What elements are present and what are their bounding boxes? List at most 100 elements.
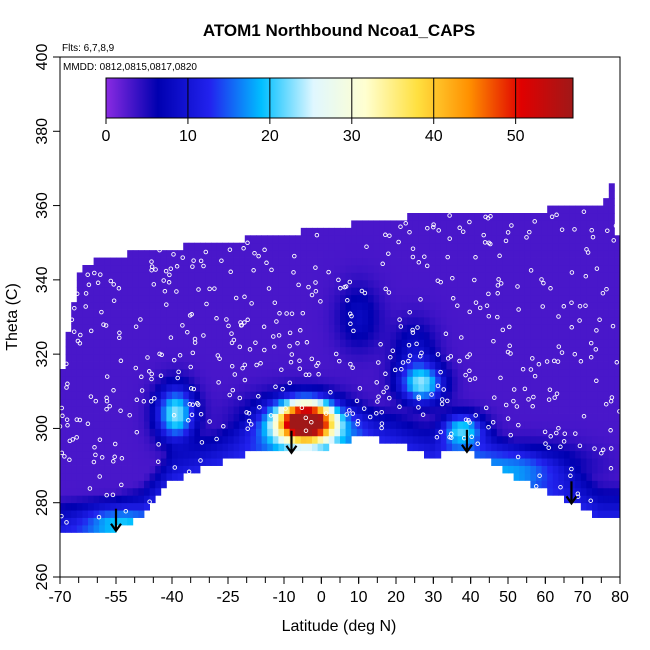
heatmap-cell	[284, 309, 290, 318]
heatmap-cell	[71, 525, 78, 533]
heatmap-cell	[362, 294, 369, 303]
heatmap-cell	[200, 354, 206, 362]
heatmap-cell	[160, 369, 167, 377]
sample-point	[375, 399, 380, 404]
heatmap-cell	[177, 443, 184, 452]
heatmap-cell	[183, 250, 190, 258]
heatmap-cell	[132, 250, 139, 258]
heatmap-cell	[597, 413, 604, 422]
heatmap-cell	[379, 220, 386, 229]
heatmap-cell	[485, 339, 492, 348]
heatmap-cell	[373, 227, 380, 236]
heatmap-cell	[368, 227, 374, 236]
heatmap-cell	[474, 421, 481, 429]
heatmap-cell	[401, 398, 408, 407]
heatmap-cell	[166, 369, 173, 377]
heatmap-cell	[508, 272, 514, 281]
heatmap-cell	[586, 279, 593, 288]
heatmap-cell	[155, 324, 162, 333]
heatmap-cell	[110, 517, 117, 526]
sample-point	[245, 317, 250, 323]
heatmap-cell	[373, 257, 380, 266]
heatmap-cell	[575, 369, 582, 377]
heatmap-cell	[580, 257, 587, 266]
heatmap-cell	[457, 383, 464, 392]
sample-point	[450, 296, 456, 301]
heatmap-cell	[524, 465, 531, 474]
heatmap-cell	[272, 250, 279, 258]
heatmap-cell	[407, 435, 414, 444]
heatmap-cell	[446, 272, 453, 281]
heatmap-cell	[508, 220, 514, 229]
heatmap-cell	[194, 309, 201, 318]
sample-point	[313, 288, 319, 294]
sample-point	[516, 422, 521, 428]
heatmap-cell	[586, 227, 593, 236]
heatmap-cell	[110, 302, 117, 310]
heatmap-cell	[524, 458, 531, 466]
heatmap-cell	[211, 369, 218, 377]
heatmap-cell	[160, 302, 167, 310]
heatmap-cell	[110, 421, 117, 429]
heatmap-cell	[530, 339, 537, 348]
heatmap-cell	[513, 257, 520, 266]
heatmap-cell	[289, 376, 296, 385]
sample-point	[315, 360, 321, 366]
heatmap-cell	[407, 421, 414, 429]
heatmap-cell	[407, 242, 414, 251]
heatmap-cell	[317, 428, 324, 437]
heatmap-cell	[569, 398, 576, 407]
heatmap-cell	[508, 391, 514, 400]
heatmap-cell	[88, 406, 94, 414]
heatmap-cell	[88, 502, 94, 511]
heatmap-cell	[530, 346, 537, 355]
heatmap-cell	[284, 339, 290, 348]
heatmap-cell	[284, 272, 290, 281]
heatmap-cell	[524, 413, 531, 422]
heatmap-cell	[384, 361, 391, 370]
sample-point	[465, 354, 470, 360]
heatmap-cell	[328, 398, 335, 407]
heatmap-cell	[82, 302, 89, 310]
heatmap-cell	[216, 346, 223, 355]
heatmap-cell	[71, 450, 78, 459]
heatmap-cell	[82, 495, 89, 504]
sample-point	[422, 254, 427, 259]
heatmap-cell	[592, 324, 598, 333]
heatmap-cell	[127, 487, 134, 496]
sample-point	[378, 342, 383, 347]
heatmap-cell	[71, 517, 78, 526]
heatmap-cell	[390, 435, 397, 444]
heatmap-cell	[474, 413, 481, 422]
heatmap-cell	[289, 309, 296, 318]
heatmap-cell	[76, 339, 83, 348]
heatmap-cell	[121, 450, 128, 459]
heatmap-cell	[547, 265, 554, 273]
heatmap-cell	[205, 302, 212, 310]
sample-point	[198, 258, 204, 264]
heatmap-cell	[519, 398, 526, 407]
heatmap-cell	[177, 317, 184, 325]
heatmap-cell	[76, 525, 83, 533]
heatmap-cell	[608, 421, 615, 429]
sample-point	[429, 392, 434, 397]
sample-point	[214, 316, 219, 321]
x-tick-label: 70	[574, 589, 592, 606]
heatmap-cell	[295, 361, 302, 370]
heatmap-cell	[183, 406, 190, 414]
heatmap-cell	[144, 376, 150, 385]
heatmap-cell	[547, 250, 554, 258]
heatmap-cell	[558, 428, 565, 437]
sample-point	[83, 304, 88, 309]
heatmap-cell	[351, 361, 358, 370]
heatmap-cell	[356, 324, 363, 333]
heatmap-cell	[312, 324, 318, 333]
sample-point	[254, 362, 259, 368]
heatmap-cell	[104, 331, 111, 340]
heatmap-cell	[530, 272, 537, 281]
heatmap-cell	[558, 391, 565, 400]
heatmap-cell	[116, 473, 122, 481]
sample-point	[514, 404, 520, 409]
sample-point	[316, 372, 321, 377]
heatmap-cell	[71, 473, 78, 481]
